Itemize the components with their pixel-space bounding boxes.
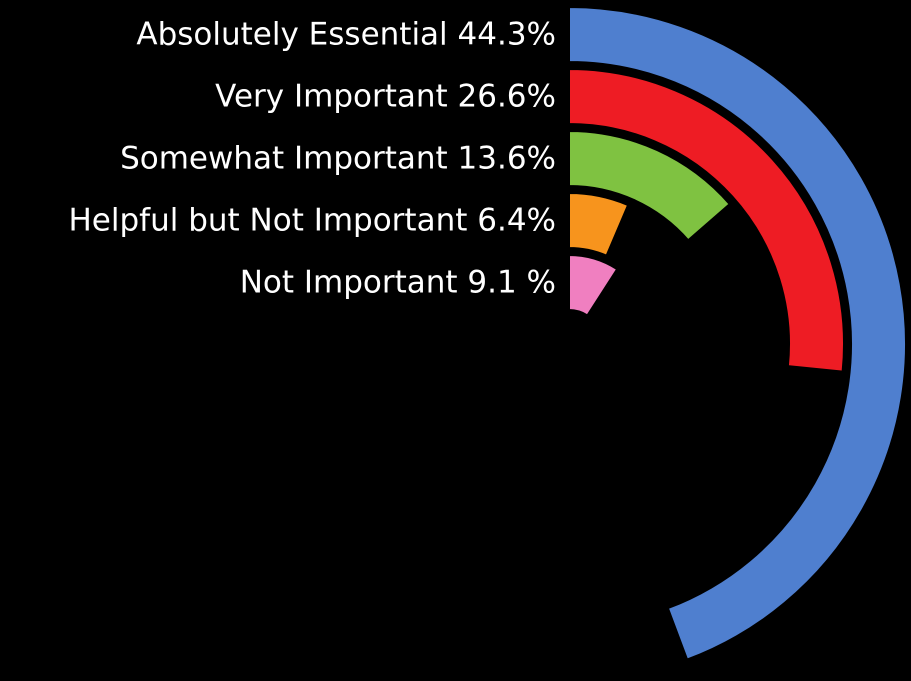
bar-somewhat-important [568,129,732,242]
bar-very-important [568,67,845,373]
bar-helpful-but-not-important [568,191,630,257]
radial-bars [568,5,908,661]
bar-not-important [568,253,619,317]
label-absolutely-essential: Absolutely Essential 44.3% [136,17,556,53]
label-very-important: Very Important 26.6% [215,79,556,115]
label-helpful-but-not-important: Helpful but Not Important 6.4% [69,203,557,239]
bar-absolutely-essential [568,5,908,661]
label-somewhat-important: Somewhat Important 13.6% [120,141,556,177]
series-labels: Absolutely Essential 44.3% Very Important… [69,17,557,301]
label-not-important: Not Important 9.1 % [240,265,556,301]
